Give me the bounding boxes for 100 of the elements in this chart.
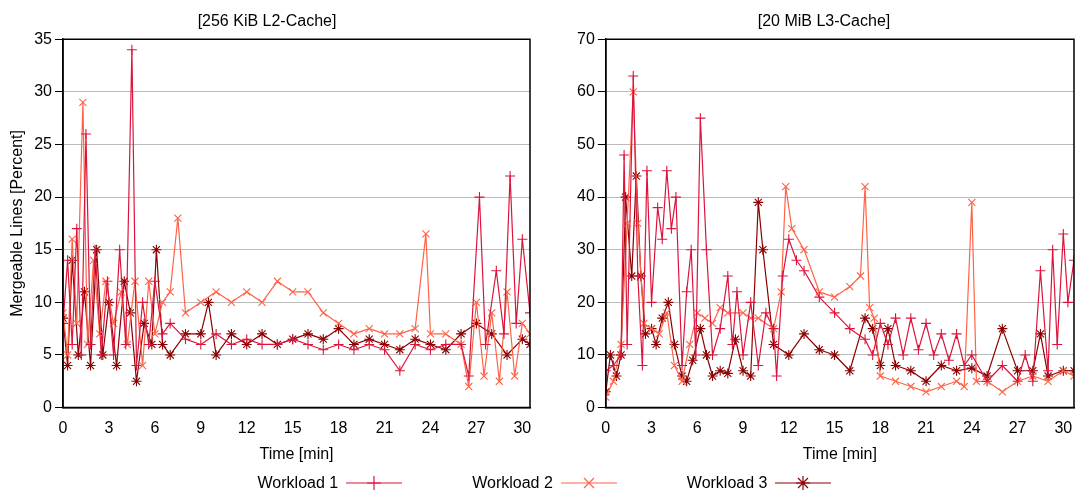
point: [195, 328, 207, 340]
point: [273, 277, 282, 286]
point: [516, 333, 528, 345]
point: [966, 362, 978, 374]
point: [890, 359, 902, 372]
point: [103, 296, 115, 308]
x-tick-label: 18: [329, 418, 348, 436]
point: [66, 338, 78, 350]
point: [860, 182, 870, 191]
point: [996, 323, 1008, 335]
y-tick-label: 70: [577, 29, 595, 47]
point: [80, 128, 92, 140]
point: [409, 338, 421, 350]
point: [394, 344, 406, 356]
point: [319, 308, 328, 317]
x-axis-title: Time [min]: [259, 444, 334, 462]
point: [504, 170, 516, 182]
point: [118, 275, 130, 287]
point: [164, 349, 176, 361]
point: [333, 338, 345, 350]
point: [288, 287, 297, 296]
point: [158, 298, 167, 307]
point: [479, 371, 489, 381]
point: [348, 344, 360, 356]
point: [870, 314, 879, 323]
point: [63, 359, 74, 372]
point: [164, 317, 176, 329]
point: [700, 314, 710, 323]
y-tick-label: 0: [43, 398, 53, 416]
point: [693, 308, 702, 317]
y-tick-label: 15: [34, 240, 53, 258]
point: [1043, 377, 1053, 386]
point: [333, 323, 345, 335]
x-tick-label: 15: [283, 418, 302, 436]
point: [650, 338, 662, 350]
x-tick-label: 0: [58, 418, 68, 436]
point: [227, 298, 236, 307]
point: [424, 338, 437, 350]
point: [859, 312, 871, 324]
point: [708, 319, 717, 328]
point: [714, 365, 726, 377]
point: [463, 370, 475, 382]
y-tick-label: 25: [34, 134, 53, 152]
point: [464, 382, 473, 391]
point: [348, 338, 360, 350]
point: [998, 387, 1007, 396]
point: [173, 214, 182, 223]
point: [798, 328, 810, 340]
point: [906, 382, 915, 391]
x-tick-label: 9: [738, 418, 748, 436]
point: [694, 323, 706, 335]
point: [960, 382, 969, 391]
point: [844, 365, 856, 377]
chart-title: [256 KiB L2-Cache]: [197, 12, 337, 30]
point: [378, 338, 391, 350]
point: [257, 298, 267, 307]
y-tick-label: 30: [577, 240, 595, 258]
point: [363, 338, 375, 350]
x-tick-label: 12: [779, 418, 798, 436]
y-tick-label: 20: [34, 187, 53, 205]
point: [395, 329, 404, 339]
point: [876, 371, 885, 381]
point: [394, 365, 406, 377]
y-tick-label: 10: [577, 345, 595, 363]
y-tick-label: 20: [577, 292, 595, 310]
point: [639, 328, 651, 340]
point: [83, 340, 92, 349]
point: [662, 296, 674, 308]
point: [349, 329, 358, 339]
point: [365, 324, 374, 333]
point: [78, 98, 87, 107]
y-tick-label: 50: [577, 134, 595, 152]
point: [486, 328, 498, 340]
point: [441, 329, 450, 339]
point: [777, 287, 786, 296]
y-tick-label: 60: [577, 82, 595, 100]
point: [210, 328, 222, 340]
x-tick-label: 3: [647, 418, 657, 436]
point: [754, 314, 763, 323]
point: [867, 323, 879, 335]
point: [302, 338, 314, 350]
legend-label: Workload 3: [686, 474, 768, 492]
point: [421, 229, 430, 239]
point: [202, 296, 215, 308]
point: [687, 354, 699, 366]
x-tick-label: 15: [825, 418, 844, 436]
point: [937, 382, 946, 391]
x-tick-label: 21: [375, 418, 394, 436]
point: [303, 287, 313, 296]
point: [662, 308, 671, 317]
y-tick-label: 35: [34, 29, 53, 47]
point: [124, 307, 136, 319]
y-tick-label: 0: [585, 398, 595, 416]
point: [150, 244, 162, 256]
point: [752, 196, 764, 208]
point: [473, 191, 486, 203]
point: [610, 370, 623, 382]
point: [363, 333, 375, 345]
point: [799, 245, 809, 254]
point: [781, 182, 790, 191]
